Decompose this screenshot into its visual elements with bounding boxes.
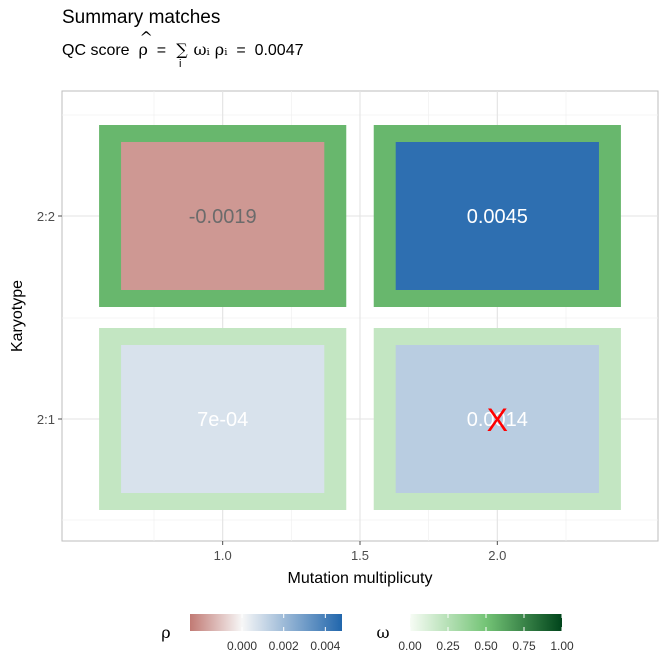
legend-tick-label: 0.50 xyxy=(474,639,498,653)
heatmap-cell: 7e-04 xyxy=(99,328,347,510)
subtitle-equals-1: = xyxy=(156,42,167,59)
y-axis-ticks: 2:1 2:2 xyxy=(37,209,62,427)
cell-value-label: -0.0019 xyxy=(189,206,257,228)
cell-rho-fill xyxy=(395,345,599,493)
chart-subtitle: QC score ρ = ∑i ωᵢ ρᵢ = 0.0047 xyxy=(62,28,304,70)
legend-rho-symbol: ρ xyxy=(161,623,170,642)
cell-value-label: 7e-04 xyxy=(197,409,248,431)
y-tick-label: 2:2 xyxy=(37,209,55,224)
x-axis-ticks: 1.0 1.5 2.0 xyxy=(214,541,506,563)
legend-rho-colorbar xyxy=(190,614,342,631)
heatmap-cell: 0.0045 xyxy=(373,125,621,307)
x-axis-title: Mutation multiplicuty xyxy=(288,570,433,587)
legend-tick-label: 0.00 xyxy=(398,639,422,653)
flag-marker-icon: X xyxy=(487,402,508,438)
cell-rho-fill xyxy=(395,142,599,290)
subtitle-value: 0.0047 xyxy=(254,42,304,59)
legend-omega-ticks: 0.00 0.25 0.50 0.75 1.00 xyxy=(398,614,574,653)
x-tick-label: 1.0 xyxy=(214,548,232,563)
cell-value-label: 0.0014 xyxy=(467,409,528,431)
heatmap-cell: -0.0019 xyxy=(99,125,347,307)
legend: ρ 0.000 0.002 0.004 ω 0.00 0.25 0.50 0.75 1.00 xyxy=(161,614,574,653)
legend-omega-colorbar xyxy=(410,614,562,631)
legend-tick-label: 0.75 xyxy=(512,639,536,653)
subtitle-equals-2: = xyxy=(236,42,246,59)
subtitle-rho-hat: ρ xyxy=(138,28,153,59)
subtitle-sum-symbol: ∑ xyxy=(176,40,188,59)
legend-tick-label: 0.002 xyxy=(269,639,299,653)
legend-tick-label: 0.004 xyxy=(310,639,340,653)
y-tick-label: 2:1 xyxy=(37,412,55,427)
legend-tick-label: 0.000 xyxy=(227,639,257,653)
legend-rho-ticks: 0.000 0.002 0.004 xyxy=(227,614,341,653)
legend-omega-symbol: ω xyxy=(376,623,389,642)
y-axis-title: Karyotype xyxy=(9,280,26,352)
x-tick-label: 1.5 xyxy=(351,548,369,563)
legend-tick-label: 0.25 xyxy=(436,639,460,653)
legend-tick-label: 1.00 xyxy=(550,639,574,653)
subtitle-sum: ∑ i xyxy=(175,40,189,70)
subtitle-sum-index: i xyxy=(179,58,182,70)
chart-title: Summary matches xyxy=(62,7,221,28)
subtitle-terms: ωᵢ ρᵢ xyxy=(193,40,228,59)
x-tick-label: 2.0 xyxy=(488,548,506,563)
cell-value-label: 0.0045 xyxy=(467,206,528,228)
cell-rho-fill xyxy=(121,345,325,493)
cell-rho-fill xyxy=(121,142,325,290)
subtitle-prefix: QC score xyxy=(62,42,130,59)
